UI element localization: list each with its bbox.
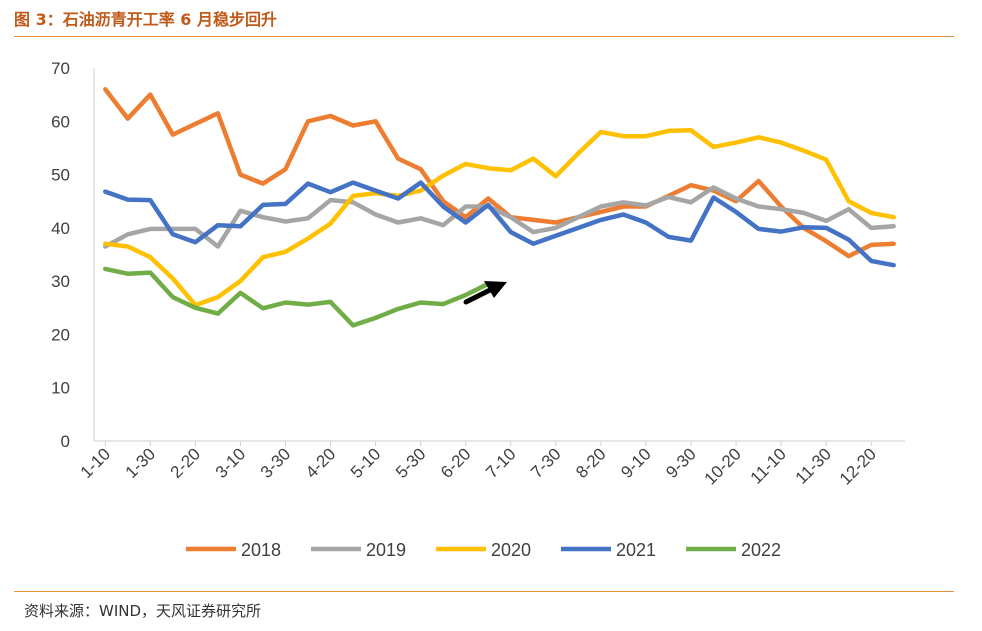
legend-label-2018: 2018	[241, 540, 281, 560]
series-line-2022	[103, 266, 491, 328]
y-tick-label: 50	[51, 166, 70, 185]
x-tick-label: 5-10	[347, 444, 384, 481]
x-tick-label: 1-30	[122, 444, 159, 481]
x-tick-label: 3-30	[257, 444, 294, 481]
y-tick-label: 0	[61, 432, 70, 451]
trend-arrow	[463, 281, 507, 305]
y-tick-label: 30	[51, 272, 70, 291]
series-lines	[103, 87, 896, 328]
arrow-shaft	[463, 286, 495, 305]
source-note: 资料来源：WIND，天风证券研究所	[24, 602, 262, 620]
chart-legend: 2018 2019 2020 2021 2022	[186, 540, 781, 560]
x-tick-label: 5-30	[392, 444, 429, 481]
y-tick-label: 60	[51, 112, 70, 131]
x-tick-label: 7-10	[482, 444, 519, 481]
x-tick-label: 12-20	[836, 444, 880, 488]
series-line-2018	[103, 87, 896, 259]
x-tick-label: 7-30	[527, 444, 564, 481]
legend-label-2020: 2020	[491, 540, 531, 560]
x-tick-label: 10-20	[701, 444, 745, 488]
title-rule	[14, 36, 954, 37]
x-tick-label: 9-10	[617, 444, 654, 481]
legend-label-2022: 2022	[741, 540, 781, 560]
x-tick-label: 8-20	[572, 444, 609, 481]
figure-title: 图 3：石油沥青开工率 6 月稳步回升	[14, 10, 277, 29]
series-line-2019	[103, 185, 896, 249]
y-tick-label: 20	[51, 325, 70, 344]
x-tick-label: 2-20	[167, 444, 204, 481]
legend-label-2021: 2021	[616, 540, 656, 560]
legend-label-2019: 2019	[366, 540, 406, 560]
x-tick-label: 9-30	[662, 444, 699, 481]
x-tick-label: 11-30	[792, 444, 835, 487]
x-tick-label: 3-10	[212, 444, 249, 481]
y-tick-label: 70	[51, 59, 70, 78]
x-tick-label: 4-20	[302, 444, 339, 481]
x-tick-label: 11-10	[747, 444, 790, 487]
source-rule	[14, 591, 954, 592]
x-tick-label: 1-10	[77, 444, 114, 481]
series-line-2021	[103, 180, 896, 268]
y-tick-label: 10	[51, 379, 70, 398]
y-tick-label: 40	[51, 219, 70, 238]
x-tick-label: 6-20	[437, 444, 474, 481]
series-line-2020	[103, 128, 896, 308]
arrow-head	[484, 281, 507, 298]
